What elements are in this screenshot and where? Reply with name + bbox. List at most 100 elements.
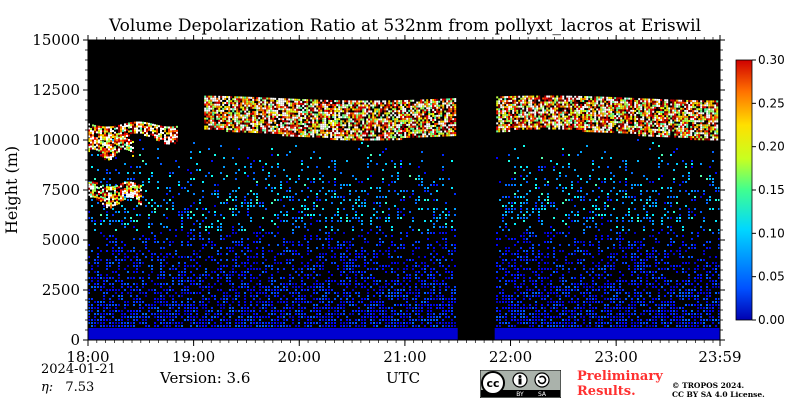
signal-pixel (418, 292, 420, 294)
signal-pixel (322, 289, 324, 291)
signal-pixel (220, 319, 222, 321)
signal-pixel (340, 187, 342, 189)
cloud-pixel (244, 100, 247, 103)
signal-pixel (688, 274, 690, 276)
signal-pixel (658, 316, 660, 318)
signal-pixel (595, 205, 597, 207)
signal-pixel (247, 193, 249, 195)
signal-pixel (661, 274, 663, 276)
signal-pixel (157, 325, 159, 327)
signal-pixel (301, 220, 303, 222)
signal-pixel (619, 277, 621, 279)
signal-pixel (313, 268, 315, 270)
signal-pixel (133, 301, 135, 303)
signal-pixel (265, 307, 267, 309)
cloud-pixel (250, 116, 253, 119)
signal-pixel (178, 184, 180, 186)
signal-pixel (271, 292, 273, 294)
signal-pixel (145, 205, 147, 207)
signal-pixel (301, 286, 303, 288)
signal-pixel (583, 265, 585, 267)
cloud-pixel (228, 124, 231, 127)
signal-pixel (259, 283, 261, 285)
cloud-pixel (272, 105, 275, 108)
signal-pixel (322, 244, 324, 246)
signal-pixel (220, 304, 222, 306)
signal-pixel (322, 319, 324, 321)
signal-pixel (139, 307, 141, 309)
cloud-pixel (272, 129, 275, 132)
signal-pixel (565, 322, 567, 324)
signal-pixel (238, 274, 240, 276)
signal-pixel (400, 295, 402, 297)
signal-pixel (208, 310, 210, 312)
signal-pixel (430, 193, 432, 195)
signal-pixel (394, 190, 396, 192)
signal-pixel (715, 325, 717, 327)
signal-pixel (259, 319, 261, 321)
signal-pixel (631, 313, 633, 315)
signal-pixel (652, 298, 654, 300)
signal-pixel (226, 277, 228, 279)
signal-pixel (331, 229, 333, 231)
signal-pixel (127, 319, 129, 321)
cloud-pixel (240, 106, 243, 109)
signal-pixel (217, 280, 219, 282)
signal-pixel (145, 322, 147, 324)
signal-pixel (427, 208, 429, 210)
signal-pixel (307, 178, 309, 180)
signal-pixel (388, 184, 390, 186)
signal-pixel (526, 289, 528, 291)
signal-pixel (700, 322, 702, 324)
signal-pixel (391, 313, 393, 315)
signal-pixel (238, 148, 240, 150)
cloud-pixel (260, 119, 263, 122)
signal-pixel (664, 310, 666, 312)
signal-pixel (700, 304, 702, 306)
signal-pixel (526, 319, 528, 321)
signal-pixel (670, 205, 672, 207)
cloud-pixel (224, 123, 227, 126)
signal-pixel (568, 295, 570, 297)
cloud-pixel (278, 108, 281, 111)
signal-pixel (382, 151, 384, 153)
signal-pixel (418, 325, 420, 327)
signal-pixel (634, 280, 636, 282)
signal-pixel (148, 181, 150, 183)
signal-pixel (631, 253, 633, 255)
signal-pixel (94, 223, 96, 225)
cloud-pixel (222, 103, 225, 106)
signal-pixel (298, 322, 300, 324)
signal-pixel (127, 322, 129, 324)
signal-pixel (541, 319, 543, 321)
cloud-pixel (240, 110, 243, 113)
signal-pixel (601, 190, 603, 192)
signal-pixel (343, 265, 345, 267)
signal-pixel (115, 280, 117, 282)
cloud-pixel (234, 102, 237, 105)
signal-pixel (154, 238, 156, 240)
signal-pixel (307, 301, 309, 303)
signal-pixel (586, 271, 588, 273)
cloud-pixel (220, 115, 223, 118)
signal-pixel (259, 205, 261, 207)
signal-pixel (706, 283, 708, 285)
cloud-pixel (224, 125, 227, 128)
signal-pixel (604, 277, 606, 279)
signal-pixel (262, 250, 264, 252)
cloud-pixel (264, 127, 267, 130)
signal-pixel (157, 181, 159, 183)
signal-pixel (181, 289, 183, 291)
signal-pixel (331, 274, 333, 276)
signal-pixel (184, 274, 186, 276)
signal-pixel (259, 322, 261, 324)
signal-pixel (217, 253, 219, 255)
cloud-pixel (204, 119, 207, 122)
signal-pixel (514, 325, 516, 327)
signal-pixel (364, 256, 366, 258)
signal-pixel (610, 325, 612, 327)
signal-pixel (700, 259, 702, 261)
signal-pixel (286, 298, 288, 300)
signal-pixel (415, 319, 417, 321)
signal-pixel (229, 325, 231, 327)
